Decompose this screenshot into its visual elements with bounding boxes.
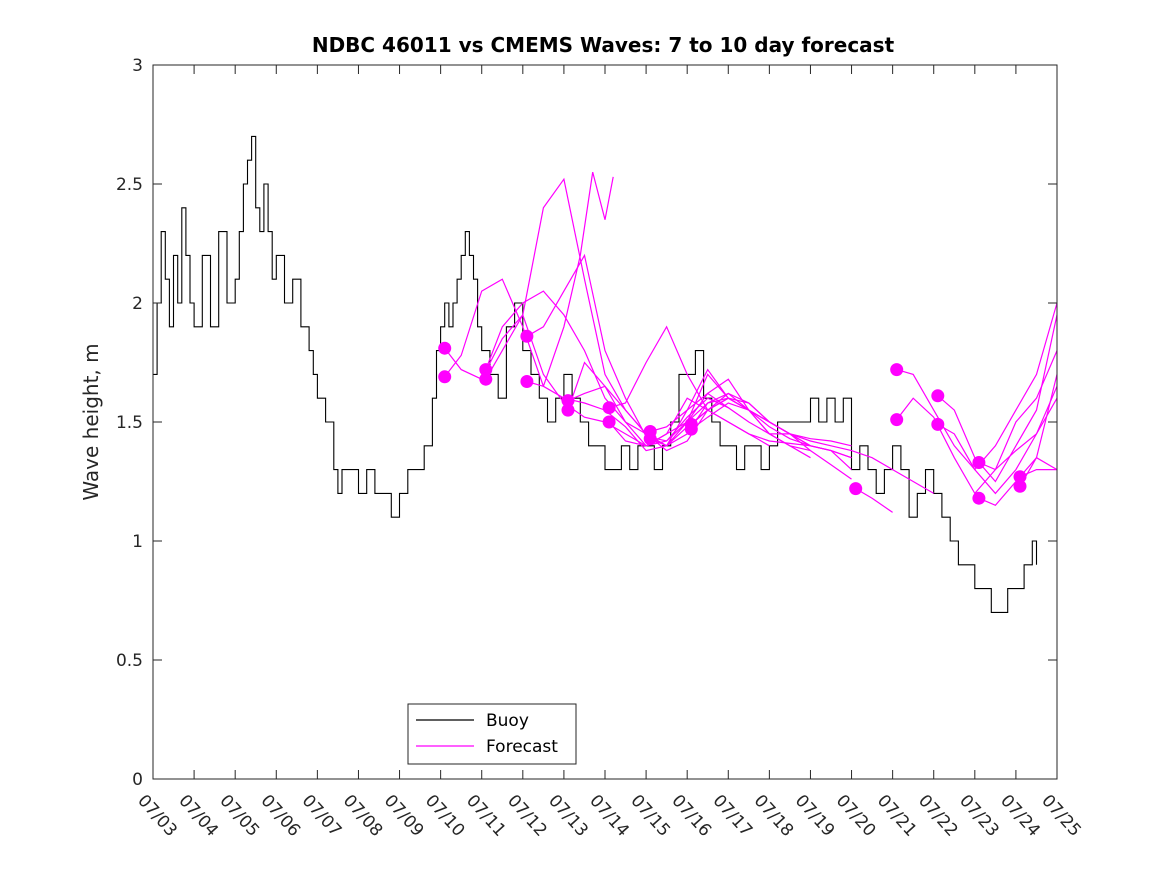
y-tick-label: 1.5 [116, 413, 143, 433]
forecast-series-line-14 [855, 488, 893, 513]
x-tick-label: 07/15 [626, 791, 674, 841]
x-tick-label: 07/07 [298, 791, 346, 841]
x-tick-label: 07/05 [215, 791, 263, 841]
forecast-start-point-6 [561, 394, 575, 408]
legend-label-buoy: Buoy [486, 711, 529, 731]
y-axis-label: Wave height, m [79, 343, 103, 500]
x-tick-label: 07/24 [996, 791, 1044, 841]
forecast-series-line-3 [485, 177, 852, 480]
x-tick-label: 07/12 [503, 791, 551, 841]
x-tick-label: 07/03 [133, 791, 181, 841]
forecast-series-line-15 [896, 302, 1058, 471]
legend-box [407, 703, 577, 765]
legend: Buoy Forecast [407, 703, 577, 765]
x-tick-label: 07/08 [339, 791, 387, 841]
forecast-start-point-21 [1013, 470, 1027, 484]
x-tick-label: 07/19 [791, 791, 839, 841]
forecast-start-point-13 [684, 422, 698, 436]
chart-title: NDBC 46011 vs CMEMS Waves: 7 to 10 day f… [312, 33, 895, 57]
forecast-series-line-19 [978, 397, 1058, 471]
forecast-start-point-8 [602, 401, 616, 415]
forecast-start-point-0 [438, 341, 452, 355]
buoy-series-line [153, 135, 1038, 613]
x-tick-label: 07/13 [544, 791, 592, 841]
x-tick-label: 07/21 [873, 791, 921, 841]
legend-label-forecast: Forecast [486, 737, 558, 757]
forecast-start-point-9 [602, 415, 616, 429]
forecast-start-point-22 [1013, 479, 1027, 493]
forecast-start-point-20 [972, 491, 986, 505]
forecast-series-line-11 [649, 392, 811, 459]
forecast-start-point-18 [931, 417, 945, 431]
axis-ticks: 00.511.522.5307/0307/0407/0507/0607/0707… [116, 56, 1085, 841]
x-tick-label: 07/11 [462, 791, 510, 841]
forecast-start-point-4 [520, 329, 534, 343]
forecast-start-point-5 [520, 375, 534, 388]
forecast-start-point-16 [890, 413, 904, 427]
x-tick-label: 07/18 [750, 791, 798, 841]
forecast-series-line-5 [526, 171, 614, 388]
x-tick-label: 07/14 [585, 791, 633, 841]
y-tick-label: 2 [132, 294, 143, 314]
forecast-series-line-12 [690, 397, 935, 494]
forecast-start-point-19 [972, 456, 986, 469]
y-tick-label: 3 [132, 56, 143, 76]
forecast-series-line-17 [937, 314, 1058, 483]
forecast-series-line-10 [650, 378, 811, 452]
forecast-start-point-17 [931, 389, 945, 403]
x-tick-label: 07/09 [380, 791, 428, 841]
forecast-start-point-2 [479, 363, 493, 377]
x-tick-label: 07/25 [1037, 791, 1085, 841]
x-tick-label: 07/17 [709, 791, 757, 841]
forecast-series-line-13 [690, 402, 852, 459]
forecast-series-line-9 [608, 397, 770, 447]
y-tick-label: 0.5 [116, 651, 143, 671]
forecast-start-point-14 [849, 482, 863, 496]
y-tick-label: 2.5 [116, 175, 143, 195]
x-tick-label: 07/23 [955, 791, 1003, 841]
forecast-start-point-3 [479, 372, 493, 386]
y-tick-label: 1 [132, 532, 143, 552]
forecast-start-point-1 [438, 370, 452, 384]
x-tick-label: 07/06 [257, 791, 305, 841]
x-tick-label: 07/16 [667, 791, 715, 841]
forecast-start-point-7 [561, 403, 575, 417]
plot-area [153, 135, 1058, 613]
forecast-start-point-15 [890, 363, 904, 377]
x-tick-label: 07/04 [174, 791, 222, 841]
x-tick-label: 07/22 [914, 791, 962, 841]
x-tick-label: 07/20 [832, 791, 880, 841]
y-tick-label: 0 [132, 770, 143, 790]
x-tick-label: 07/10 [421, 791, 469, 841]
forecast-start-point-11 [643, 432, 657, 446]
